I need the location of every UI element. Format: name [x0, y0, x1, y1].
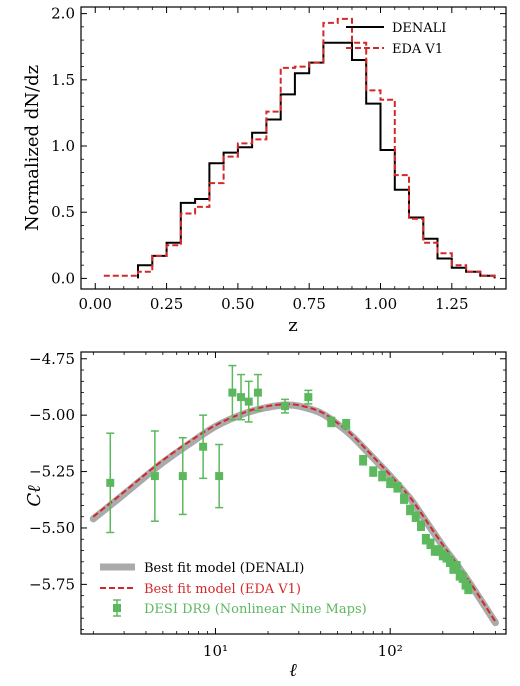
- cl-data-point: [400, 494, 409, 503]
- dndz-x-axis-label: z: [288, 315, 297, 336]
- dndz-panel: 0.00 0.25 0.50 0.75 1.00 1.250.00.51.01.52.0 …: [22, 5, 507, 336]
- dndz-x-tick-label: 0.00: [79, 295, 112, 313]
- dndz-y-tick-label: 1.5: [51, 71, 75, 89]
- dndz-x-tick-label: 0.25: [150, 295, 183, 313]
- cl-legend: Best fit model (DENALI) Best fit model (…: [100, 561, 367, 617]
- cl-data-point: [452, 562, 461, 571]
- cl-y-tick-label: −5.25: [29, 463, 75, 481]
- cl-data-point: [106, 478, 115, 487]
- cl-data-point: [280, 402, 289, 411]
- cl-data-point: [421, 535, 430, 544]
- cl-y-tick-label: −5.50: [29, 519, 75, 537]
- cl-data-point: [236, 393, 245, 402]
- cl-data-point: [393, 483, 402, 492]
- cl-data-point: [430, 546, 439, 555]
- cl-ticks: 10¹ 10² −5.75 −5.50 −5.25 −5.00 −4.75: [29, 350, 506, 660]
- cl-marks: [89, 364, 499, 627]
- cl-data-point: [228, 388, 237, 397]
- dndz-ticks: 0.00 0.25 0.50 0.75 1.00 1.25 0.0 0.5 1.0 1.5 2.0: [51, 5, 506, 313]
- dndz-plot-frame: [80, 6, 507, 290]
- cl-data-point: [342, 420, 351, 429]
- cl-data-point: [464, 584, 473, 593]
- cl-data-point: [327, 417, 336, 426]
- cl-data-point: [378, 472, 387, 481]
- cl-data-point: [244, 397, 253, 406]
- legend-label-desi-dr9: DESI DR9 (Nonlinear Nine Maps): [144, 602, 367, 617]
- cl-x-tick-label: 10²: [378, 642, 403, 660]
- dndz-y-tick-label: 0.5: [51, 203, 75, 221]
- dndz-y-tick-label: 0.0: [51, 269, 75, 287]
- legend-swatch-desi-marker: [113, 604, 121, 612]
- cl-model-line-eda-v1: [92, 403, 497, 623]
- cl-data-point: [446, 557, 455, 566]
- dndz-marks: [103, 17, 496, 279]
- dndz-series-line-eda-v1: [103, 17, 496, 279]
- cl-y-tick-label: −4.75: [29, 350, 75, 368]
- cl-data-point: [458, 573, 467, 582]
- cl-x-tick-label: 10¹: [203, 642, 228, 660]
- cl-data-point: [369, 467, 378, 476]
- legend-label-best-fit-denali: Best fit model (DENALI): [144, 561, 304, 576]
- legend-label-best-fit-eda-v1: Best fit model (EDA V1): [144, 582, 301, 597]
- cl-y-axis-label: Cℓ: [24, 485, 45, 507]
- dndz-x-tick-label: 1.00: [364, 295, 397, 313]
- cl-y-tick-label: −5.75: [29, 575, 75, 593]
- cl-data-point: [253, 388, 262, 397]
- dndz-y-tick-label: 2.0: [51, 5, 75, 23]
- cl-data-point: [199, 442, 208, 451]
- cl-data-point: [416, 521, 425, 530]
- dndz-x-tick-label: 1.25: [435, 295, 468, 313]
- cl-data-point: [304, 393, 313, 402]
- cl-data-point: [411, 512, 420, 521]
- cl-data-point: [215, 472, 224, 481]
- cl-panel: 10¹ 10² −5.75 −5.50 −5.25 −5.00 −4.75 Best fit…: [24, 350, 507, 681]
- cl-data-point: [150, 472, 159, 481]
- dndz-legend: DENALI EDA V1: [346, 21, 446, 57]
- dndz-x-tick-label: 0.75: [292, 295, 325, 313]
- cl-data-point: [406, 505, 415, 514]
- cl-data-point: [386, 478, 395, 487]
- cl-plot-frame: [80, 351, 507, 635]
- legend-label-eda-v1: EDA V1: [392, 42, 443, 57]
- dndz-y-axis-label: Normalized dN/dz: [22, 65, 43, 231]
- dndz-y-tick-label: 1.0: [51, 137, 75, 155]
- cl-data-point: [359, 456, 368, 465]
- cl-data-point: [178, 472, 187, 481]
- legend-label-denali: DENALI: [392, 21, 446, 36]
- cl-y-tick-label: −5.00: [29, 406, 75, 424]
- dndz-x-tick-label: 0.50: [221, 295, 254, 313]
- cl-data-point: [426, 539, 435, 548]
- cl-x-axis-label: ℓ: [289, 660, 297, 681]
- dndz-series-line-denali: [137, 41, 496, 279]
